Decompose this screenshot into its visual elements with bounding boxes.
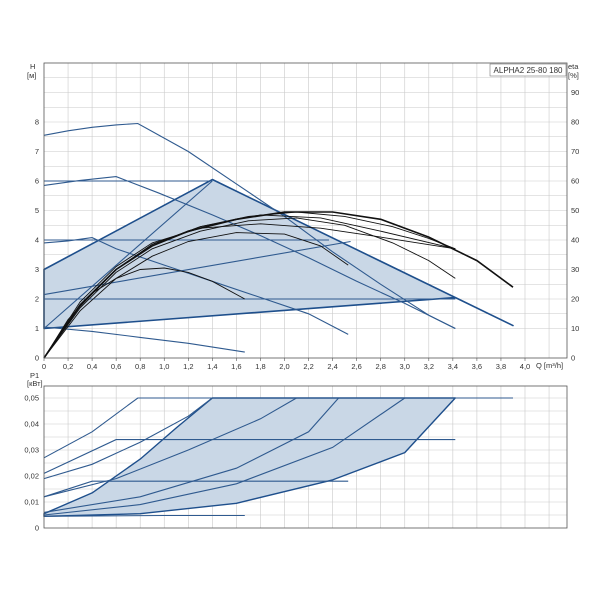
flow-tick-label: 2,6 [351, 362, 361, 371]
head-tick-label: 8 [35, 118, 39, 127]
power-axis-title-name: P1 [30, 371, 39, 380]
head-curve [43, 122, 456, 329]
head-tick-label: 3 [35, 265, 39, 274]
flow-tick-label: 0,6 [111, 362, 121, 371]
model-label: ALPHA2 25-80 180 [494, 66, 563, 75]
power-plot-frame [43, 385, 568, 529]
head-curve [43, 240, 351, 296]
head-tick-label: 6 [35, 177, 39, 186]
power-panel: 0 0,01 0,02 0,03 0,04 0,05 P1 [кВт] [24, 371, 568, 533]
power-curve [43, 514, 245, 517]
flow-tick-label: 3,6 [472, 362, 482, 371]
head-tick-label: 1 [35, 324, 39, 333]
flow-tick-label: 1,8 [255, 362, 265, 371]
efficiency-curve [43, 223, 456, 359]
head-efficiency-panel: 0 0,2 0,4 0,6 0,8 1,0 1,2 1,4 1,6 1,8 2,0 2,2 2,4 2,6… [27, 62, 579, 371]
eta-tick-label: 90 [571, 88, 579, 97]
head-curve [43, 180, 213, 329]
eta-tick-label: 20 [571, 295, 579, 304]
flow-tick-label: 2,4 [327, 362, 337, 371]
flow-tick-label: 1,4 [207, 362, 217, 371]
eta-tick-label: 50 [571, 206, 579, 215]
efficiency-curve [43, 214, 456, 359]
flow-tick-label: 2,2 [303, 362, 313, 371]
power-curve [43, 480, 349, 498]
power-ticks: 0 0,01 0,02 0,03 0,04 0,05 [24, 394, 39, 533]
efficiency-curves [43, 211, 514, 359]
power-curve [43, 397, 340, 513]
flow-axis-title: Q [m³/h] [536, 361, 563, 370]
head-tick-label: 0 [35, 354, 39, 363]
head-axis-title-unit: [м] [27, 71, 36, 80]
flow-tick-label: 3,0 [400, 362, 410, 371]
flow-tick-label: 1,0 [159, 362, 169, 371]
head-plot-frame [43, 62, 568, 359]
power-tick-label: 0,03 [24, 446, 39, 455]
power-curve [43, 397, 213, 480]
flow-tick-label: 0,8 [135, 362, 145, 371]
power-region-fill [43, 397, 456, 517]
flow-tick-label: 3,4 [448, 362, 458, 371]
power-tick-label: 0,05 [24, 394, 39, 403]
eta-tick-label: 40 [571, 236, 579, 245]
eta-axis-title-name: eta [568, 62, 579, 71]
flow-tick-label: 1,6 [231, 362, 241, 371]
flow-tick-label: 3,8 [496, 362, 506, 371]
head-ticks: 0 0,2 0,4 0,6 0,8 1,0 1,2 1,4 1,6 1,8 2,0 2,2 2,4 2,6… [35, 88, 580, 371]
power-tick-label: 0 [35, 524, 39, 533]
eta-tick-label: 70 [571, 147, 579, 156]
eta-axis-title-unit: [%] [568, 71, 579, 80]
eta-tick-label: 80 [571, 118, 579, 127]
head-tick-label: 5 [35, 206, 39, 215]
head-tick-label: 4 [35, 236, 39, 245]
head-curve [43, 326, 245, 353]
model-label-box [489, 63, 567, 77]
power-curve [43, 397, 297, 498]
flow-tick-label: 0,4 [87, 362, 97, 371]
flow-tick-label: 2,8 [375, 362, 385, 371]
efficiency-curve [43, 232, 349, 359]
power-curve [43, 397, 406, 516]
eta-tick-label: 30 [571, 265, 579, 274]
flow-tick-label: 0,2 [63, 362, 73, 371]
power-tick-label: 0,02 [24, 472, 39, 481]
flow-tick-label: 0 [42, 362, 46, 371]
head-tick-label: 2 [35, 295, 39, 304]
flow-tick-label: 1,2 [183, 362, 193, 371]
power-tick-label: 0,04 [24, 420, 39, 429]
eta-tick-label: 0 [571, 354, 575, 363]
power-tick-label: 0,01 [24, 498, 39, 507]
power-curves [43, 397, 513, 517]
flow-tick-label: 2,0 [279, 362, 289, 371]
eta-tick-label: 60 [571, 177, 579, 186]
power-autoadapt-region [43, 397, 456, 517]
power-curve [43, 397, 513, 459]
head-tick-label: 7 [35, 147, 39, 156]
flow-tick-label: 4,0 [520, 362, 530, 371]
power-curve [43, 439, 456, 474]
efficiency-curve [43, 217, 456, 359]
head-axis-title-name: H [30, 62, 35, 71]
flow-tick-label: 3,2 [424, 362, 434, 371]
eta-tick-label: 10 [571, 324, 579, 333]
power-axis-title-unit: [кВт] [27, 379, 43, 388]
